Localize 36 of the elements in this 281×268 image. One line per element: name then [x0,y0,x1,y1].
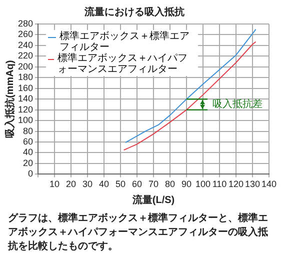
x-axis-title: 流量(L/S) [131,194,175,206]
y-tick-label: 240 [18,40,34,50]
x-tick-label: 130 [244,179,260,190]
y-tick-label: 120 [18,104,34,114]
x-tick-label: 30 [82,179,93,190]
x-tick-label: 120 [228,179,244,190]
x-tick-label: 40 [99,179,110,190]
x-tick-label: 60 [132,179,142,190]
x-tick-label: 100 [195,179,211,190]
x-tick-label: 20 [66,179,76,190]
legend-label: 標準エアボックス＋標準エアフィルター [60,31,191,53]
x-tick-label: 10 [50,179,60,190]
x-tick-label: 140 [261,179,277,190]
y-tick-label: 260 [18,29,34,40]
x-tick-label: 80 [165,179,176,190]
y-tick-label: 20 [23,158,34,168]
y-tick-label: 280 [18,18,34,28]
x-tick-label: 110 [212,179,227,190]
y-axis-title: 吸入抵抗(mmAq) [4,60,16,138]
y-tick-label: 60 [23,136,34,146]
y-tick-label: 220 [18,50,34,61]
text: グラフは、標準エアボックス＋標準フィルターと、標準エアボックス＋ハイパフォーマンスエアフィルターの吸入抵抗を比較したものです。 [8,212,269,254]
legend-label: 標準エアボックス＋ハイパフォーマンスエアフィルター [58,53,189,75]
y-tick-label: 80 [23,126,34,136]
y-tick-label: 100 [18,115,34,126]
x-tick-label: 90 [182,179,192,190]
y-tick-label: 0 [28,168,34,179]
x-tick-label: 50 [116,179,126,190]
annotation: 吸入抵抗差 [212,98,263,110]
x-tick-label: 70 [148,179,159,190]
y-tick-label: 140 [18,94,34,104]
y-tick-label: 40 [23,147,34,158]
y-tick-label: 160 [18,82,34,93]
y-tick-label: 180 [18,72,34,82]
chart-title: 流量における吸入抵抗 [84,6,184,18]
y-tick-label: 200 [18,61,34,72]
